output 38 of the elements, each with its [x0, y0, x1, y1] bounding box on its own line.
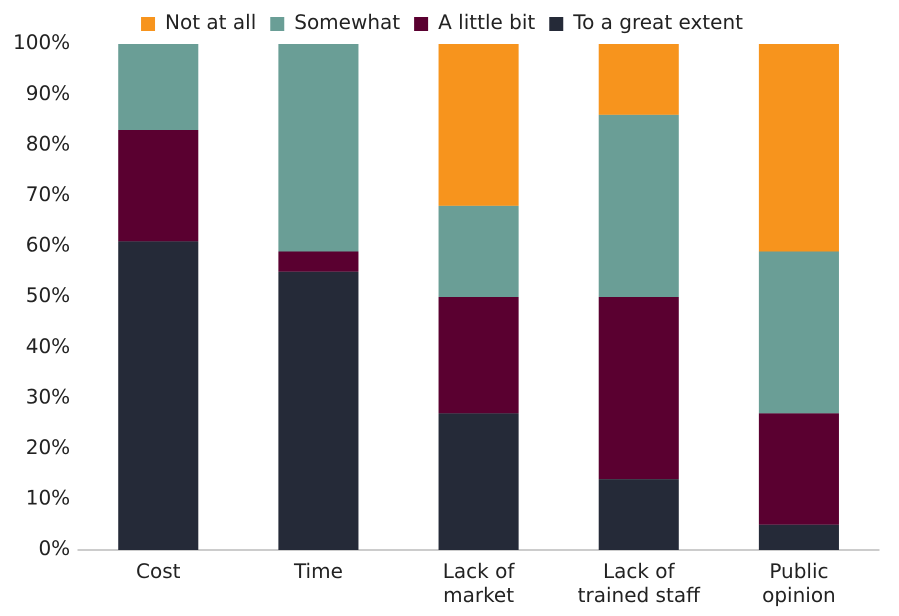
bar: [118, 44, 198, 130]
legend-label: A little bit: [438, 10, 536, 34]
legend-label: To a great extent: [572, 10, 744, 34]
x-tick-label: Time: [292, 559, 343, 584]
x-tick-label: Lack of trained staff: [578, 559, 702, 608]
bar: [278, 251, 358, 272]
y-tick-label: 30%: [26, 384, 70, 408]
y-tick-label: 60%: [26, 232, 70, 257]
legend-label: Somewhat: [294, 10, 400, 34]
y-tick-label: 0%: [38, 536, 70, 560]
bar: [278, 44, 358, 252]
bar: [598, 44, 679, 115]
bar: [758, 251, 839, 414]
legend-label: Not at all: [165, 10, 256, 34]
x-tick-label: Public opinion: [762, 559, 836, 608]
bar: [758, 524, 839, 550]
x-tick-label: Lack of market: [442, 559, 516, 608]
y-tick-label: 40%: [26, 334, 70, 358]
bar: [438, 206, 519, 297]
bar: [758, 413, 839, 525]
y-tick-label: 90%: [26, 80, 70, 105]
bar: [278, 272, 358, 550]
bar: [598, 114, 679, 297]
bar: [598, 479, 679, 550]
bar: [118, 241, 198, 550]
y-tick-label: 10%: [26, 486, 70, 510]
bar: [438, 297, 519, 414]
bar: [758, 44, 839, 252]
x-tick-label: Cost: [136, 559, 181, 584]
y-tick-label: 100%: [12, 30, 70, 54]
bar: [438, 413, 519, 550]
y-tick-label: 80%: [26, 131, 70, 156]
y-tick-label: 70%: [26, 182, 70, 206]
bar: [118, 130, 198, 242]
bar: [598, 297, 679, 480]
y-tick-label: 20%: [26, 435, 70, 460]
y-tick-label: 50%: [26, 283, 70, 308]
bar: [438, 44, 519, 206]
